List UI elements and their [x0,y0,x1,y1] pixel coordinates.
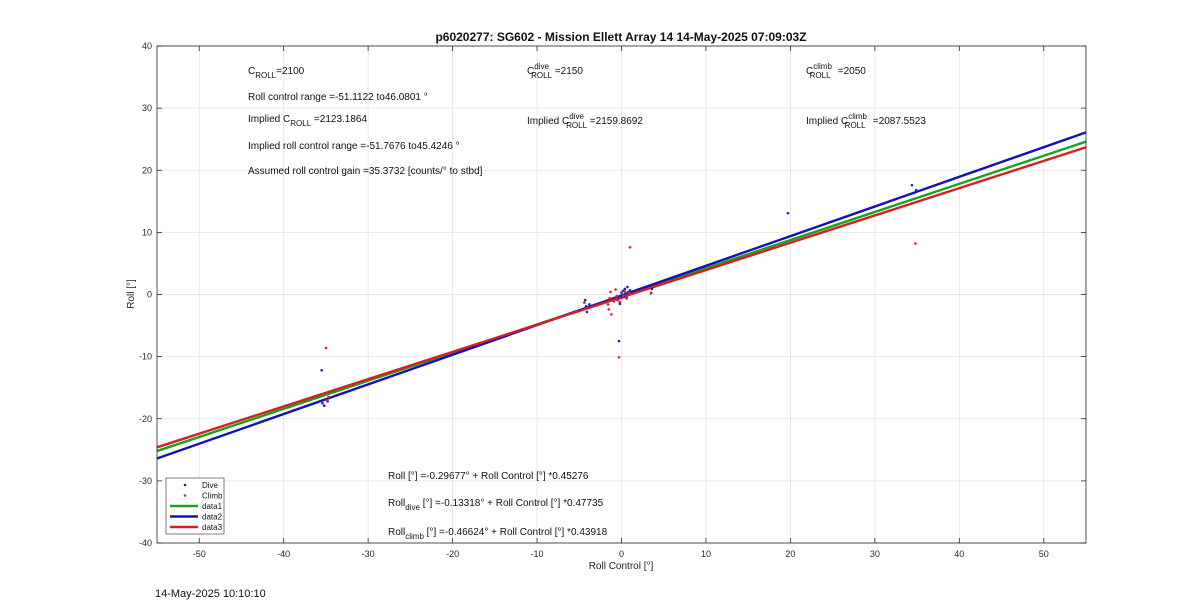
data-points [320,183,918,408]
legend-label-dive: Dive [202,481,219,490]
climb-point [615,295,618,298]
climb-point [615,298,619,302]
dive-point [583,298,587,302]
annotation-fit_climb: Rollclimb [°] =-0.46624° + Roll Control … [388,527,608,541]
dive-point [914,188,918,192]
tick-labels: -50 -40 -30 -20 -10 0 10 20 30 40 50 -40 -30 -20 -10 0 1… [139,41,1049,559]
annotation-c_roll: CROLL=2100 [248,66,305,80]
climb-point [649,291,653,294]
legend-marker-climb [183,494,187,497]
y-tick-label: 20 [142,165,152,175]
climb-point [584,307,588,311]
x-tick-label: -10 [531,549,544,559]
climb-point [612,300,616,303]
climb-point [617,355,621,359]
chart-title: p6020277: SG602 - Mission Ellett Array 1… [435,30,806,44]
x-tick-label: -40 [277,549,290,559]
y-tick-label: 40 [142,41,152,51]
dive-point [650,287,654,291]
dive-point [585,310,589,314]
print-timestamp: 14-May-2025 10:10:10 [155,588,266,600]
annotation-fit_all: Roll [°] =-0.29677° + Roll Control [°] *… [388,471,589,482]
climb-point [614,288,617,291]
legend-label-data1: data1 [202,502,223,511]
climb-point [620,296,623,300]
x-tick-label: 0 [619,549,624,559]
y-tick-label: 0 [147,290,152,300]
dive-point [628,288,632,292]
x-tick-label: 10 [701,549,711,559]
y-tick-label: -10 [139,352,152,362]
climb-point [606,303,610,306]
climb-point [621,294,625,298]
dive-point [620,291,623,294]
annotation-fit_dive: Rolldive [°] =-0.13318° + Roll Control [… [388,498,604,512]
x-tick-label: -20 [446,549,459,559]
annotation-implied_c_dive: Implied Cdive ROLL =2159.8692 [527,112,643,130]
annotations: CROLL=2100 Cdive ROLL =2150 Cclimb ROLL =205… [248,62,926,541]
annotation-gain: Assumed roll control gain =35.3732 [coun… [248,166,483,177]
dive-point [588,303,591,306]
annotation-c_roll_climb: Cclimb ROLL =2050 [806,62,866,80]
climb-point [607,308,611,311]
dive-point [617,339,621,343]
annotation-roll_range: Roll control range =-51.1122 to46.0801 ° [248,92,428,103]
dive-point [321,401,324,405]
x-tick-label: 50 [1039,549,1049,559]
legend-label-data3: data3 [202,523,223,532]
dive-point [320,368,323,372]
ticks [157,45,1086,544]
dive-point [912,191,916,195]
y-tick-label: -40 [139,538,152,548]
dive-point [584,305,588,308]
x-tick-label: 20 [785,549,795,559]
legend-marker-dive [183,483,187,487]
dive-point [623,287,627,291]
climb-point [623,290,627,293]
x-tick-label: 30 [870,549,880,559]
dive-point [910,183,914,187]
x-axis-label: Roll Control [°] [589,561,654,572]
annotation-c_roll_dive: Cdive ROLL =2150 [527,62,583,80]
dive-point [786,211,790,215]
annotation-implied_range: Implied roll control range =-51.7676 to4… [248,141,460,152]
x-tick-label: -30 [362,549,375,559]
climb-point [324,346,328,350]
x-tick-label: -50 [193,549,206,559]
climb-point [327,395,330,399]
y-tick-label: -20 [139,414,152,424]
y-tick-label: 10 [142,227,152,237]
y-axis-label: Roll [°] [126,279,137,309]
dive-point [322,404,326,408]
dive-point [626,285,629,289]
dive-point [618,302,622,306]
climb-point [609,290,612,294]
x-tick-label: 40 [954,549,964,559]
climb-point [610,313,613,316]
climb-point [627,291,631,294]
legend-label-data2: data2 [202,513,223,522]
annotation-implied_c_roll: Implied CROLL =2123.1864 [248,114,367,128]
annotation-implied_c_climb: Implied Cclimb ROLL =2087.5523 [806,112,926,130]
climb-point [325,398,329,402]
climb-point [625,295,628,299]
legend-label-climb: Climb [202,492,223,501]
climb-point [914,242,917,245]
climb-point [628,245,632,249]
y-tick-label: -30 [139,476,152,486]
climb-point [608,296,611,300]
climb-point [618,300,622,304]
y-tick-label: 30 [142,103,152,113]
climb-point [583,301,586,304]
